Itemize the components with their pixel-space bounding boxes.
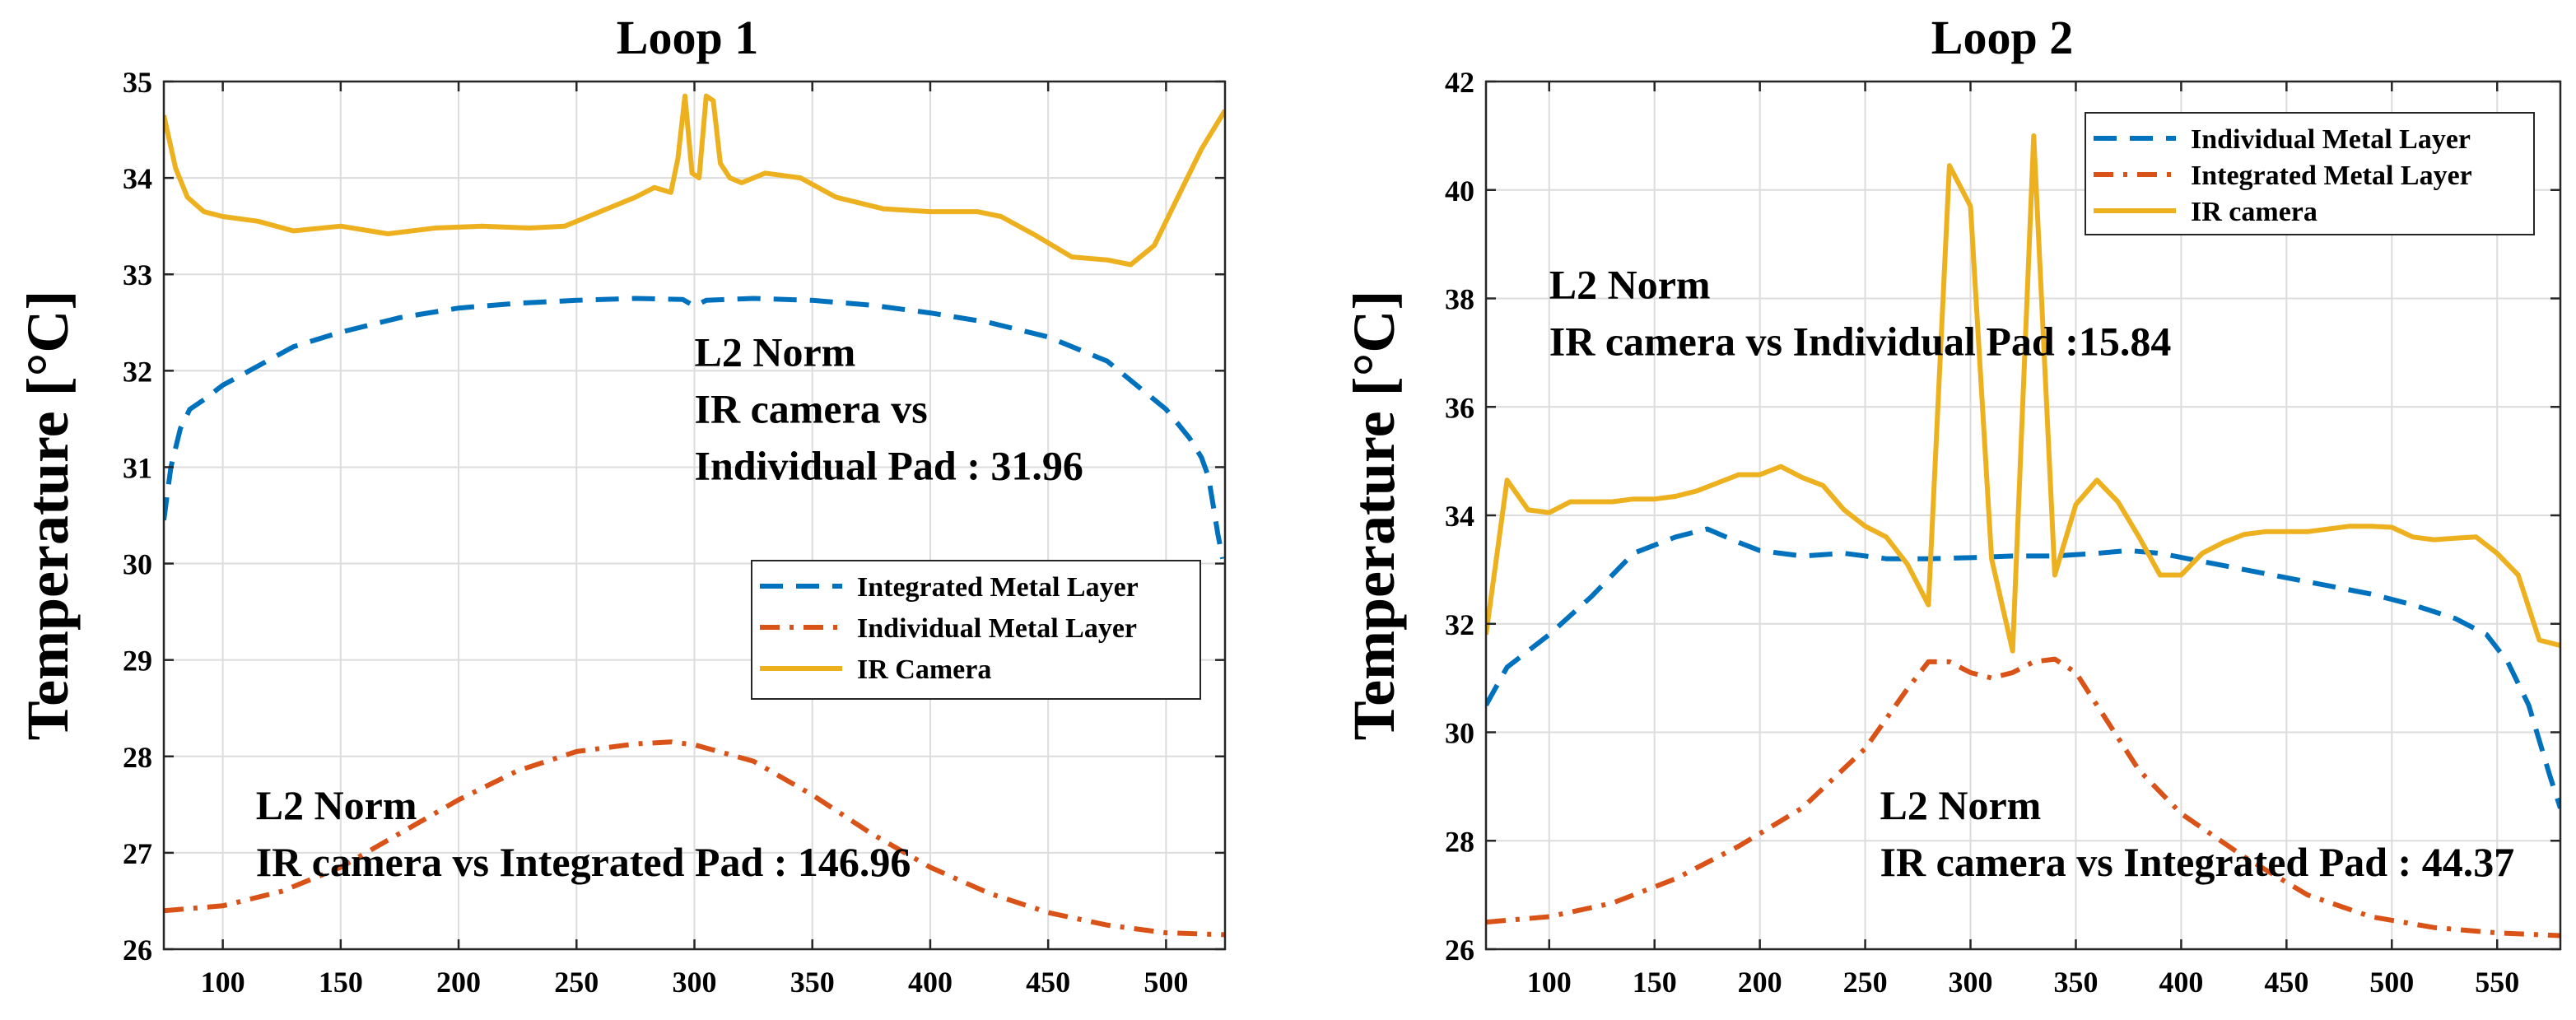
legend: Individual Metal Layer Integrated Metal L… <box>2085 112 2535 235</box>
annotation-text: L2 Norm <box>1880 782 2042 828</box>
series-line-individual-metal-layer <box>1486 526 2560 809</box>
legend-entry-label: IR camera <box>2191 197 2317 227</box>
y-tick-label: 32 <box>1445 608 1474 641</box>
series-line-integrated-metal-layer <box>1486 656 2560 938</box>
y-tick-label: 38 <box>1445 283 1474 316</box>
x-tick-label: 300 <box>673 966 717 999</box>
y-tick-label: 33 <box>123 258 152 291</box>
x-tick-label: 400 <box>908 966 953 999</box>
annotation-text: L2 Norm <box>695 328 856 375</box>
y-axis-label: Temperature [°C] <box>1341 291 1407 741</box>
annotation-text: L2 Norm <box>256 782 417 828</box>
x-tick-label: 400 <box>2159 966 2203 999</box>
y-tick-label: 31 <box>123 451 152 484</box>
y-tick-label: 26 <box>123 934 152 966</box>
x-tick-label: 500 <box>2369 966 2414 999</box>
y-axis-label: Temperature [°C] <box>15 291 81 741</box>
y-tick-label: 29 <box>123 645 152 678</box>
y-tick-label: 34 <box>123 162 152 195</box>
y-tick-label: 36 <box>1445 391 1474 424</box>
chart-loop-2: Loop 2 Temperature [°C] 100 150 200 250 300 3… <box>1341 11 2562 999</box>
x-tick-label: 450 <box>2264 966 2308 999</box>
x-tick-label: 150 <box>319 966 363 999</box>
y-tick-label: 28 <box>123 741 152 774</box>
annotation-text: IR camera vs Integrated Pad : 44.37 <box>1880 839 2515 885</box>
y-tick-label: 32 <box>123 355 152 388</box>
y-tick-label: 27 <box>123 837 152 870</box>
legend-entry-label: Integrated Metal Layer <box>2191 161 2472 191</box>
x-tick-label: 150 <box>1633 966 1677 999</box>
series-line-individual-metal-layer <box>164 739 1225 938</box>
y-tick-label: 30 <box>123 548 152 581</box>
y-tick-label: 40 <box>1445 175 1474 207</box>
x-tick-label: 100 <box>1527 966 1572 999</box>
y-tick-label: 42 <box>1445 66 1474 99</box>
chart-loop-1: Loop 1 Temperature [°C] 100 150 200 250 300 3… <box>15 11 1227 999</box>
x-tick-label: 250 <box>1843 966 1888 999</box>
x-tick-label: 250 <box>554 966 599 999</box>
y-tick-label: 35 <box>123 66 152 99</box>
x-tick-label: 100 <box>201 966 245 999</box>
legend: Integrated Metal Layer Individual Metal L… <box>751 560 1201 700</box>
y-tick-label: 30 <box>1445 717 1474 750</box>
chart-title: Loop 1 <box>617 11 758 64</box>
legend-entry-label: Individual Metal Layer <box>2191 124 2471 155</box>
y-tick-label: 26 <box>1445 934 1474 966</box>
x-tick-label: 350 <box>2053 966 2098 999</box>
x-tick-label: 200 <box>1738 966 1782 999</box>
annotation-text: Individual Pad : 31.96 <box>695 442 1083 488</box>
x-tick-label: 550 <box>2475 966 2519 999</box>
annotation-text: IR camera vs <box>695 385 928 431</box>
x-tick-label: 500 <box>1144 966 1188 999</box>
annotation-text: IR camera vs Individual Pad :15.84 <box>1549 319 2172 365</box>
legend-entry-label: Individual Metal Layer <box>857 613 1137 644</box>
annotation-text: L2 Norm <box>1549 262 1711 308</box>
legend-box <box>751 560 1201 700</box>
legend-box <box>2085 112 2535 235</box>
x-tick-label: 200 <box>436 966 481 999</box>
y-tick-label: 34 <box>1445 500 1474 533</box>
x-tick-label: 450 <box>1026 966 1070 999</box>
annotation-text: IR camera vs Integrated Pad : 146.96 <box>256 839 911 885</box>
y-tick-label: 28 <box>1445 825 1474 858</box>
x-tick-label: 300 <box>1949 966 1993 999</box>
x-tick-label: 350 <box>790 966 835 999</box>
chart-title: Loop 2 <box>1931 11 2073 64</box>
legend-entry-label: Integrated Metal Layer <box>857 572 1139 603</box>
series-line-integrated-metal-layer <box>164 296 1225 560</box>
legend-entry-label: IR Camera <box>857 654 991 685</box>
series-line-ir-camera <box>1486 133 2560 654</box>
series-line-ir-camera <box>164 93 1225 268</box>
